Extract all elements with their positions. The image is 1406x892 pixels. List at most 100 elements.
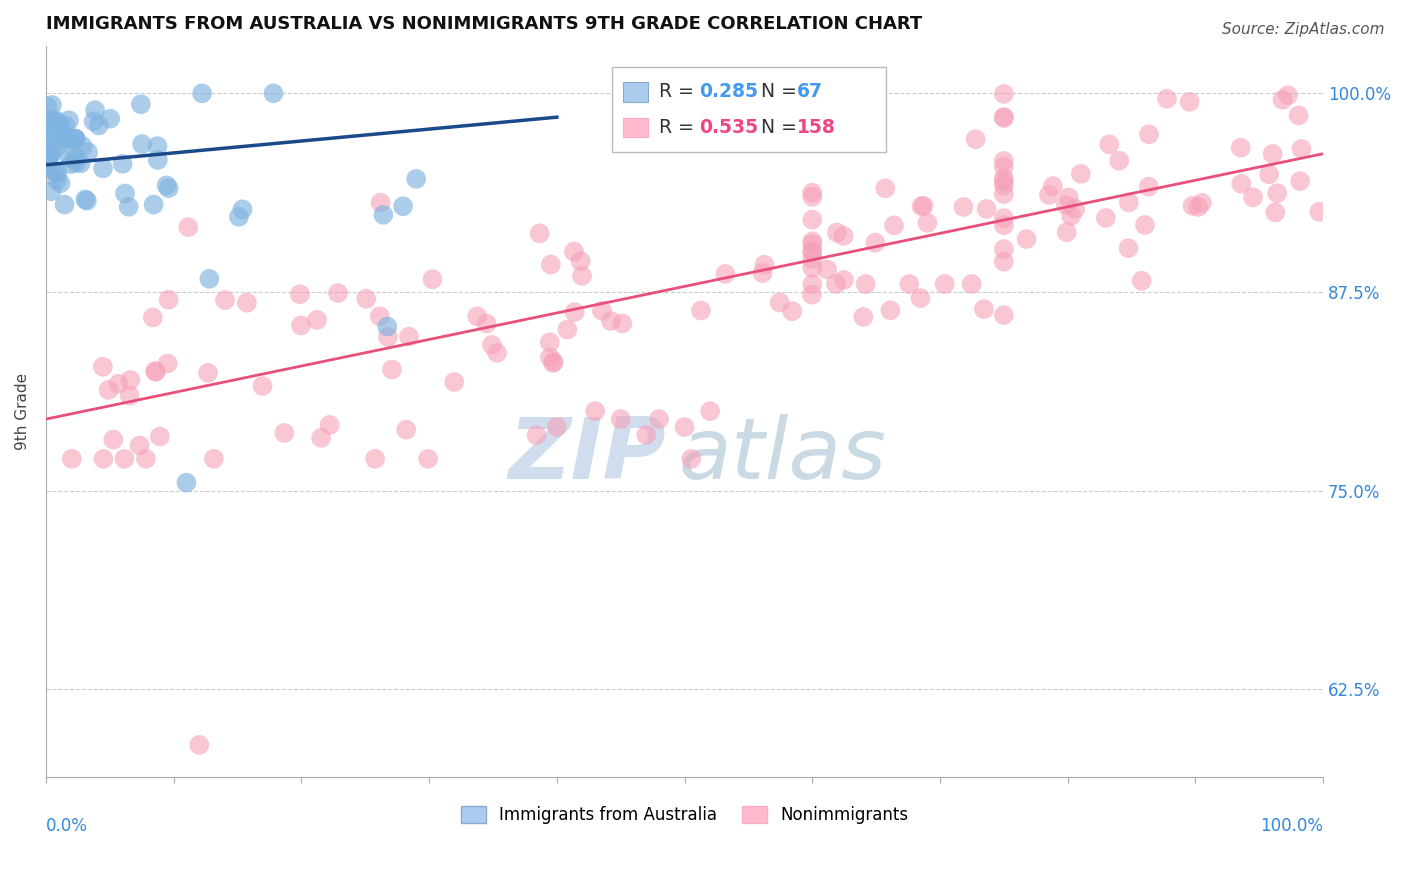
Point [912, 199, 935, 213]
Point [188, 738, 211, 752]
Point [191, 87, 214, 101]
Point [648, 412, 671, 426]
Text: R =: R = [659, 118, 700, 137]
Point [993, 110, 1015, 124]
Point [1118, 195, 1140, 210]
Point [591, 303, 613, 318]
Point [42, 144, 65, 158]
Point [910, 199, 932, 213]
Point [538, 335, 561, 350]
Point [562, 244, 585, 259]
Point [993, 219, 1015, 233]
Point [368, 310, 391, 324]
Y-axis label: 9th Grade: 9th Grade [15, 373, 30, 450]
Point [443, 375, 465, 389]
Point [801, 186, 824, 200]
Point [543, 356, 565, 370]
Point [37, 133, 59, 147]
Point [377, 330, 399, 344]
Point [801, 212, 824, 227]
Point [832, 273, 855, 287]
Text: ZIP: ZIP [508, 414, 665, 497]
Point [37, 161, 59, 175]
Text: IMMIGRANTS FROM AUSTRALIA VS NONIMMIGRANTS 9TH GRADE CORRELATION CHART: IMMIGRANTS FROM AUSTRALIA VS NONIMMIGRAN… [46, 15, 922, 33]
Point [898, 277, 921, 291]
Point [1241, 190, 1264, 204]
Point [46, 116, 69, 130]
Point [398, 329, 420, 343]
Point [1156, 92, 1178, 106]
Point [37, 155, 59, 169]
Point [118, 388, 141, 402]
Point [290, 318, 312, 333]
Point [993, 174, 1015, 188]
Point [91, 161, 114, 176]
Point [72, 139, 94, 153]
Point [97, 383, 120, 397]
Point [1015, 232, 1038, 246]
Point [392, 199, 415, 213]
Point [63, 151, 86, 165]
Point [41, 184, 63, 198]
Point [699, 404, 721, 418]
Point [583, 404, 606, 418]
Point [1095, 211, 1118, 225]
Point [754, 258, 776, 272]
Point [690, 303, 713, 318]
Point [58, 132, 80, 146]
Point [855, 277, 877, 291]
Point [318, 417, 340, 432]
Point [157, 293, 180, 307]
Point [714, 267, 737, 281]
Point [405, 172, 427, 186]
Point [1042, 179, 1064, 194]
Point [157, 181, 180, 195]
Point [960, 277, 983, 291]
Point [146, 139, 169, 153]
Legend: Immigrants from Australia, Nonimmigrants: Immigrants from Australia, Nonimmigrants [454, 799, 915, 830]
Point [53, 132, 76, 146]
Text: N =: N = [761, 82, 803, 102]
Point [142, 310, 165, 325]
Point [273, 425, 295, 440]
Point [98, 112, 121, 126]
Point [917, 216, 939, 230]
Point [825, 226, 848, 240]
Point [46, 114, 69, 128]
Point [46, 139, 69, 153]
Point [769, 295, 792, 310]
Point [44, 165, 66, 179]
Point [1308, 204, 1330, 219]
Point [197, 366, 219, 380]
Point [39, 148, 62, 162]
Point [236, 295, 259, 310]
Point [993, 308, 1015, 322]
Point [156, 356, 179, 370]
Point [149, 429, 172, 443]
Point [1229, 141, 1251, 155]
Point [879, 303, 901, 318]
Point [1230, 177, 1253, 191]
Point [1288, 108, 1310, 122]
Point [875, 181, 897, 195]
Point [993, 242, 1015, 256]
Point [673, 420, 696, 434]
Point [58, 113, 80, 128]
Point [65, 131, 87, 145]
Point [83, 114, 105, 128]
Point [41, 115, 63, 129]
Point [1178, 95, 1201, 109]
Point [111, 157, 134, 171]
Text: 0.535: 0.535 [699, 118, 758, 137]
Text: 100.0%: 100.0% [1260, 817, 1323, 835]
Point [529, 227, 551, 241]
Point [543, 354, 565, 368]
Point [142, 197, 165, 211]
Point [39, 147, 62, 161]
Point [381, 362, 404, 376]
Point [1130, 274, 1153, 288]
Point [41, 128, 63, 142]
Point [910, 291, 932, 305]
Point [801, 235, 824, 249]
Point [1057, 190, 1080, 204]
